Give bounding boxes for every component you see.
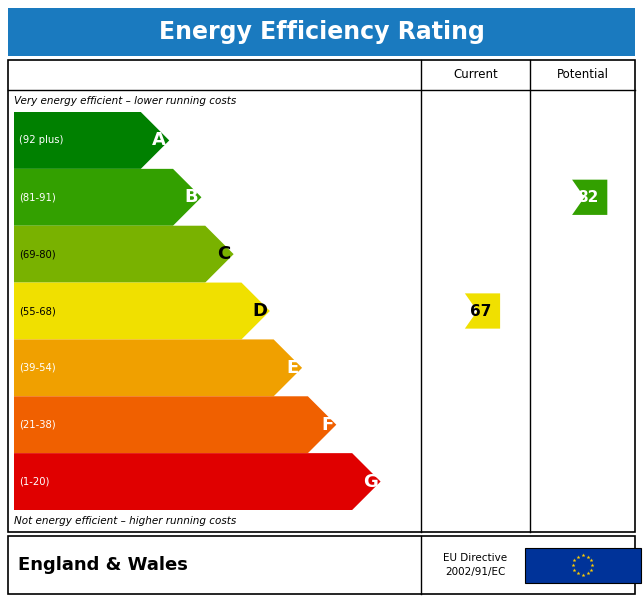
Text: (21-38): (21-38) [19, 420, 56, 430]
Text: (81-91): (81-91) [19, 192, 56, 202]
Text: Not energy efficient – higher running costs: Not energy efficient – higher running co… [14, 516, 236, 526]
Text: D: D [252, 302, 267, 320]
Polygon shape [14, 112, 169, 169]
Text: (92 plus): (92 plus) [19, 135, 64, 146]
Text: England & Wales: England & Wales [18, 556, 188, 574]
Text: 67: 67 [470, 303, 491, 318]
Polygon shape [572, 179, 608, 215]
Polygon shape [14, 169, 201, 226]
Text: G: G [363, 473, 377, 491]
Polygon shape [14, 453, 381, 510]
Text: (55-68): (55-68) [19, 306, 56, 316]
Bar [8, 60, 635, 532]
Text: B: B [185, 188, 199, 206]
Polygon shape [14, 282, 270, 340]
Text: 82: 82 [577, 190, 599, 205]
Polygon shape [14, 226, 233, 282]
Text: Energy Efficiency Rating: Energy Efficiency Rating [159, 20, 484, 44]
Bar [8, 536, 635, 594]
Text: Current: Current [453, 69, 498, 81]
Bar [8, 8, 635, 56]
Text: F: F [321, 416, 333, 433]
Polygon shape [14, 340, 302, 396]
Text: Potential: Potential [557, 69, 609, 81]
Text: Very energy efficient – lower running costs: Very energy efficient – lower running co… [14, 96, 236, 106]
Text: (69-80): (69-80) [19, 249, 56, 259]
Text: (1-20): (1-20) [19, 477, 50, 486]
Text: C: C [217, 245, 231, 263]
Bar [525, 547, 640, 583]
Polygon shape [14, 396, 336, 453]
Text: E: E [287, 359, 299, 377]
Text: (39-54): (39-54) [19, 363, 56, 373]
Text: EU Directive
2002/91/EC: EU Directive 2002/91/EC [444, 553, 507, 577]
Polygon shape [465, 293, 500, 329]
Text: A: A [152, 131, 167, 149]
